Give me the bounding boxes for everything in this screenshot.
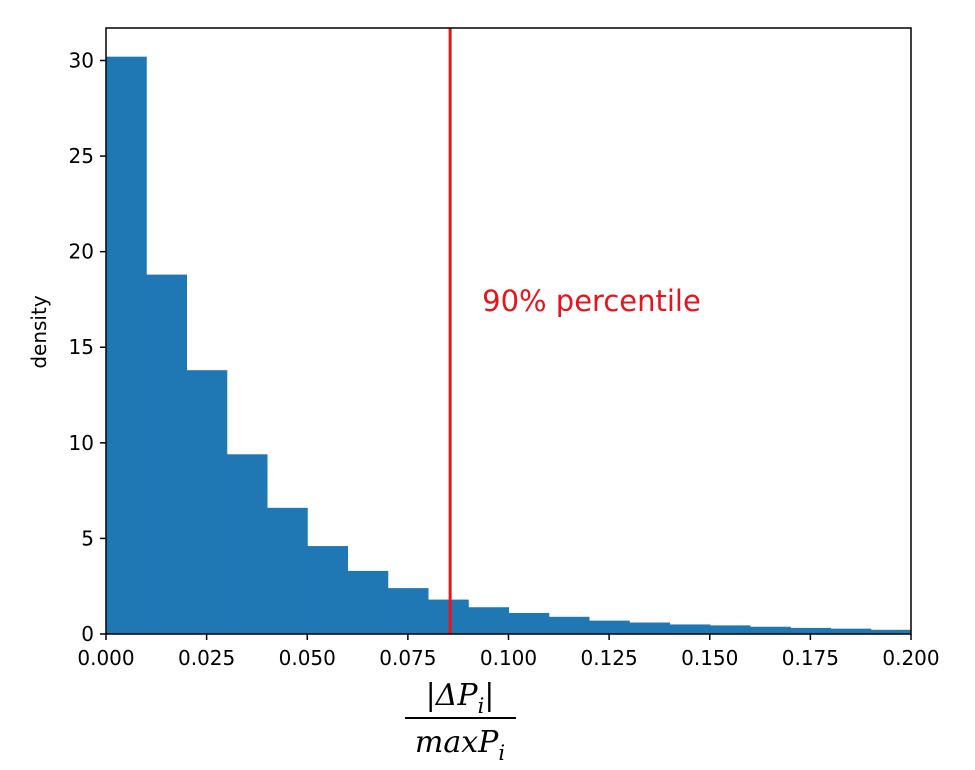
histogram-bar xyxy=(589,620,630,634)
y-tick-label: 25 xyxy=(69,144,94,168)
histogram-bar xyxy=(709,625,751,634)
histogram-bar xyxy=(146,274,187,634)
histogram-bar xyxy=(790,627,831,634)
histogram-bar xyxy=(347,570,389,634)
histogram-bar xyxy=(508,612,550,634)
y-tick-label: 20 xyxy=(69,240,94,264)
histogram-bar xyxy=(226,454,268,634)
x-tick-label: 0.025 xyxy=(178,646,235,670)
x-tick-label: 0.200 xyxy=(882,646,939,670)
y-tick-label: 15 xyxy=(69,335,94,359)
x-axis-ticks: 0.000 0.025 0.050 0.075 0.100 0.125 0.150 0.175… xyxy=(77,634,940,670)
y-axis-ticks: 0 5 10 15 20 25 30 xyxy=(69,48,106,646)
x-axis-label-numerator: |ΔPi| xyxy=(426,678,495,718)
y-tick-label: 5 xyxy=(81,526,94,550)
histogram-bars xyxy=(106,56,912,635)
x-axis-label-denominator: maxPi xyxy=(415,725,505,765)
histogram-bar xyxy=(186,370,228,634)
histogram-bar xyxy=(106,56,147,635)
x-tick-label: 0.125 xyxy=(580,646,637,670)
histogram-bar xyxy=(267,507,308,634)
y-tick-label: 10 xyxy=(69,431,94,455)
x-tick-label: 0.175 xyxy=(782,646,839,670)
y-axis-label: density xyxy=(27,295,51,368)
histogram-bar xyxy=(750,626,791,634)
x-tick-label: 0.100 xyxy=(480,646,537,670)
x-tick-label: 0.150 xyxy=(681,646,738,670)
histogram-bar xyxy=(307,546,348,634)
histogram-bar xyxy=(428,599,469,634)
x-tick-label: 0.000 xyxy=(77,646,134,670)
histogram-bar xyxy=(870,629,912,634)
percentile-label: 90% percentile xyxy=(482,284,701,318)
histogram-bar xyxy=(629,622,670,634)
histogram-bar xyxy=(669,624,711,634)
y-tick-label: 30 xyxy=(69,48,94,72)
histogram-bar xyxy=(387,588,429,634)
x-axis-label: |ΔPi| maxPi xyxy=(405,678,516,765)
histogram-bar xyxy=(468,607,509,634)
x-tick-label: 0.050 xyxy=(279,646,336,670)
histogram-bar xyxy=(830,628,872,634)
x-tick-label: 0.075 xyxy=(379,646,436,670)
y-tick-label: 0 xyxy=(81,622,94,646)
histogram-bar xyxy=(548,616,590,634)
